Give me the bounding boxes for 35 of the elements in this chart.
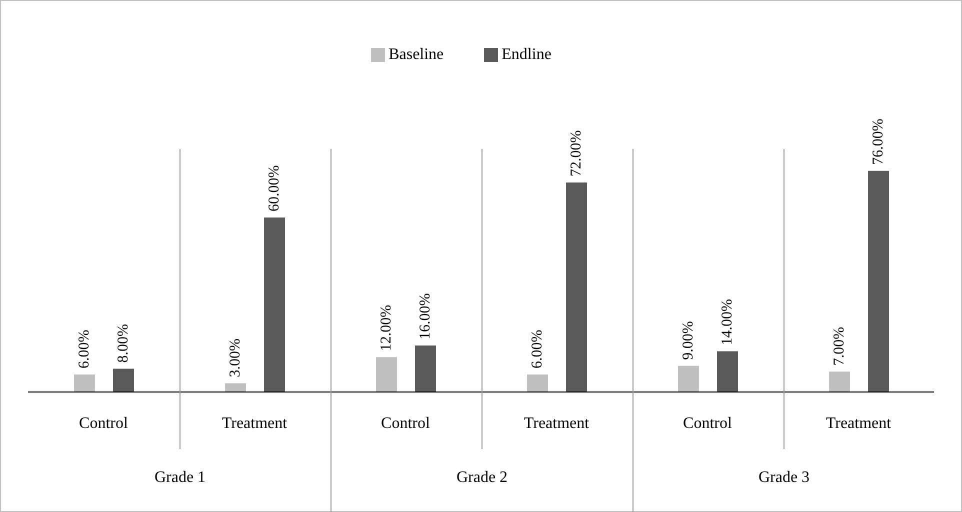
text: Grade 2 xyxy=(456,469,508,486)
bar xyxy=(868,170,889,392)
bar xyxy=(225,383,246,392)
text: Grade 1 xyxy=(154,469,206,486)
data-label: 9.00% xyxy=(680,321,696,360)
x-tick-label: Treatment xyxy=(222,415,288,432)
data-label: 6.00% xyxy=(76,330,92,369)
bar xyxy=(527,374,548,392)
bar xyxy=(415,345,436,392)
data-label: 7.00% xyxy=(832,326,848,366)
data-label: 3.00% xyxy=(228,338,244,378)
data-label: 8.00% xyxy=(116,324,132,363)
legend-label: Endline xyxy=(502,46,552,63)
text: Grade 3 xyxy=(758,469,810,486)
data-label: 60.00% xyxy=(266,165,282,212)
legend-label: Baseline xyxy=(388,46,444,63)
x-tick-label: Control xyxy=(683,415,732,432)
x-tick-label: Control xyxy=(381,415,430,432)
bar xyxy=(717,351,738,392)
bar xyxy=(566,182,587,392)
bar xyxy=(113,368,134,392)
x-tick-label: Control xyxy=(79,415,128,432)
x-tick-label: Treatment xyxy=(524,415,590,432)
bar xyxy=(829,372,850,392)
data-label: 76.00% xyxy=(870,118,886,165)
data-label: 6.00% xyxy=(530,330,546,369)
bar xyxy=(376,357,397,392)
x-tick-label: Treatment xyxy=(826,415,892,432)
data-label: 14.00% xyxy=(720,299,736,346)
data-label: 12.00% xyxy=(378,304,394,352)
bar xyxy=(678,366,699,392)
data-label: 72.00% xyxy=(568,130,584,177)
bar xyxy=(74,374,95,392)
data-label: 16.00% xyxy=(418,293,434,340)
bar xyxy=(264,217,285,392)
